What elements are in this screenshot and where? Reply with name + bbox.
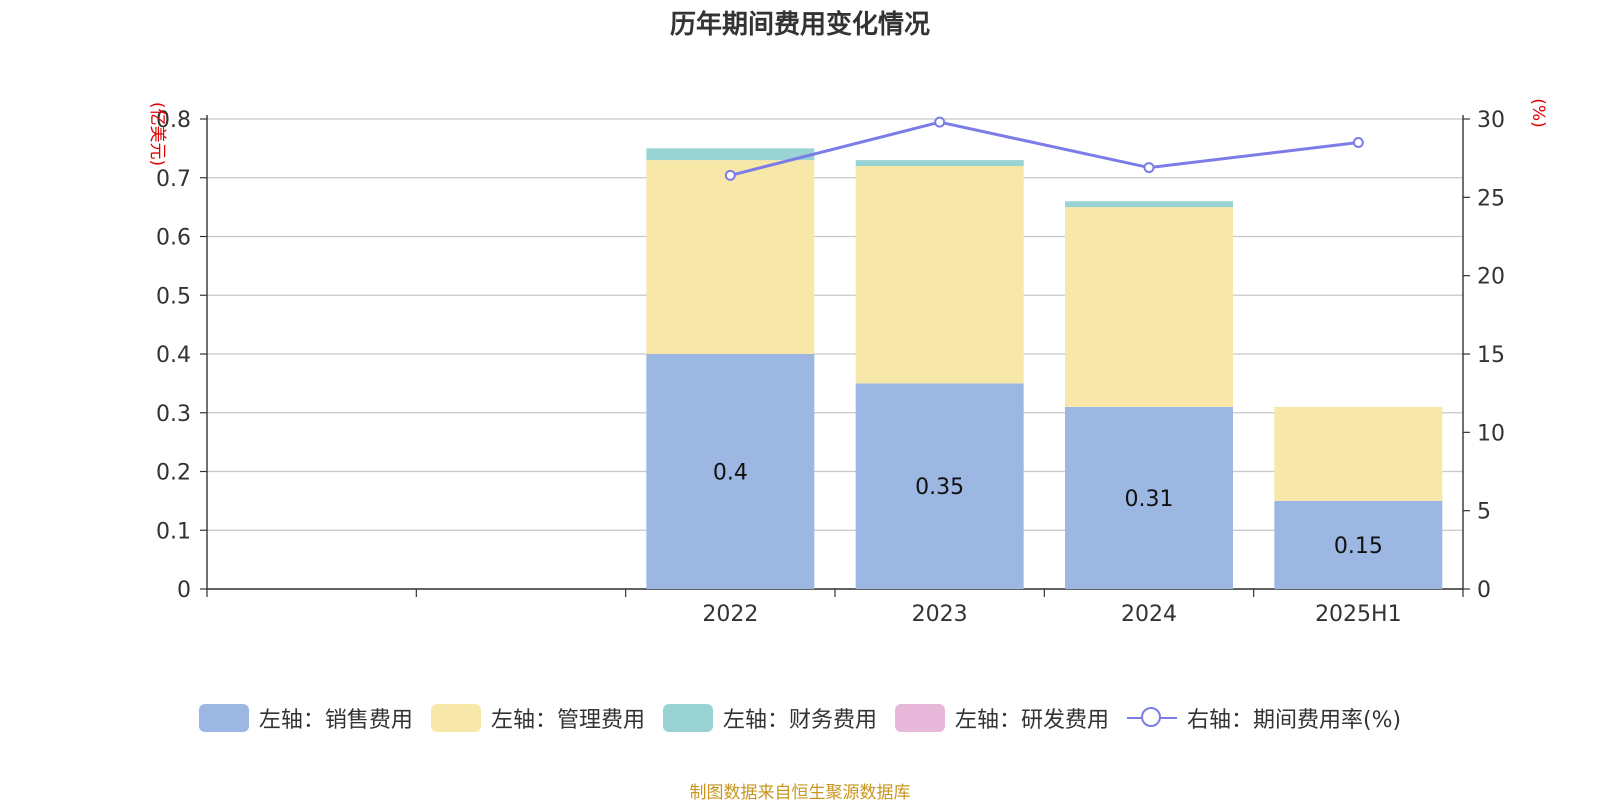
chart-canvas: 0 0.1 0.2 0.3 0.4 0.5 0.6 0.7 0.8 0 5 10 15 20 25 30 (亿美… <box>147 98 1548 627</box>
expense-rate-point <box>1352 137 1364 148</box>
bar-segment <box>646 148 815 161</box>
y-left-tick-label: 0.1 <box>156 519 191 544</box>
expense-rate-point <box>1143 162 1155 174</box>
legend-label-admin: 左轴：管理费用 <box>490 708 645 733</box>
legend-item-rnd[interactable]: 左轴：研发费用 <box>894 702 1109 734</box>
y-right-tick-label: 15 <box>1477 343 1505 368</box>
y-left-tick-label: 0 <box>177 578 191 603</box>
bar-segment <box>855 383 1024 589</box>
bar-value-label: 0.35 <box>915 475 964 500</box>
y-left-tick-label: 0.8 <box>156 108 191 133</box>
bar-value-label: 0.15 <box>1334 534 1383 559</box>
bar-segment <box>646 354 815 589</box>
x-tick-label: 2022 <box>702 602 758 627</box>
bar-value-label: 0.4 <box>713 461 748 486</box>
x-tick-label: 2023 <box>912 602 968 627</box>
y-left-tick-label: 0.2 <box>156 461 191 486</box>
legend: 左轴：销售费用 左轴：管理费用 左轴：财务费用 左轴：研发费用 右轴：期间费用率… <box>0 702 1600 734</box>
bar-segment <box>1065 406 1233 589</box>
bar-segment <box>1274 406 1443 501</box>
y-left-tick-label: 0.5 <box>156 284 191 309</box>
legend-swatch-finance <box>662 704 713 732</box>
legend-item-finance[interactable]: 左轴：财务费用 <box>662 702 877 734</box>
y-right-tick-label: 30 <box>1477 108 1505 133</box>
y-left-axis-title: (亿美元) <box>147 102 167 166</box>
legend-swatch-admin <box>430 704 481 732</box>
y-right-tick-label: 25 <box>1477 186 1505 211</box>
bar-segment <box>855 166 1024 384</box>
y-right-tick-label: 5 <box>1477 500 1491 525</box>
bar-segment <box>646 160 815 354</box>
legend-label-rnd: 左轴：研发费用 <box>954 708 1109 733</box>
legend-label-sales: 左轴：销售费用 <box>258 708 413 733</box>
y-left-tick-label: 0.6 <box>156 226 191 251</box>
y-right-tick-label: 0 <box>1477 578 1491 603</box>
source-note: 制图数据来自恒生聚源数据库 <box>689 783 911 803</box>
legend-item-admin[interactable]: 左轴：管理费用 <box>430 702 645 734</box>
legend-swatch-rnd <box>894 704 945 732</box>
x-tick-label: 2025H1 <box>1315 602 1402 627</box>
y-right-axis-title: (%) <box>1528 98 1548 127</box>
legend-swatch-sales <box>198 704 249 732</box>
y-right-tick-label: 10 <box>1477 421 1505 446</box>
y-left-tick-label: 0.3 <box>156 402 191 427</box>
bar-value-label: 0.31 <box>1125 487 1174 512</box>
bar-segment <box>1274 500 1443 589</box>
y-left-tick-label: 0.4 <box>156 343 191 368</box>
expense-rate-line <box>729 120 1359 177</box>
x-tick-label: 2024 <box>1121 602 1177 627</box>
expense-rate-point <box>934 116 946 128</box>
expense-rate-point <box>724 169 736 181</box>
bar-segment <box>1065 207 1233 407</box>
bar-segment <box>855 160 1024 166</box>
legend-item-sales[interactable]: 左轴：销售费用 <box>198 702 413 734</box>
y-right-tick-label: 20 <box>1477 265 1505 290</box>
legend-line-marker-icon <box>1126 704 1177 732</box>
chart-title: 历年期间费用变化情况 <box>669 10 930 40</box>
legend-item-expense-rate[interactable]: 右轴：期间费用率(%) <box>1126 702 1402 734</box>
bar-segment <box>1065 201 1233 208</box>
legend-label-expense-rate: 右轴：期间费用率(%) <box>1186 708 1402 733</box>
legend-label-finance: 左轴：财务费用 <box>722 708 877 733</box>
y-left-tick-label: 0.7 <box>156 167 191 192</box>
